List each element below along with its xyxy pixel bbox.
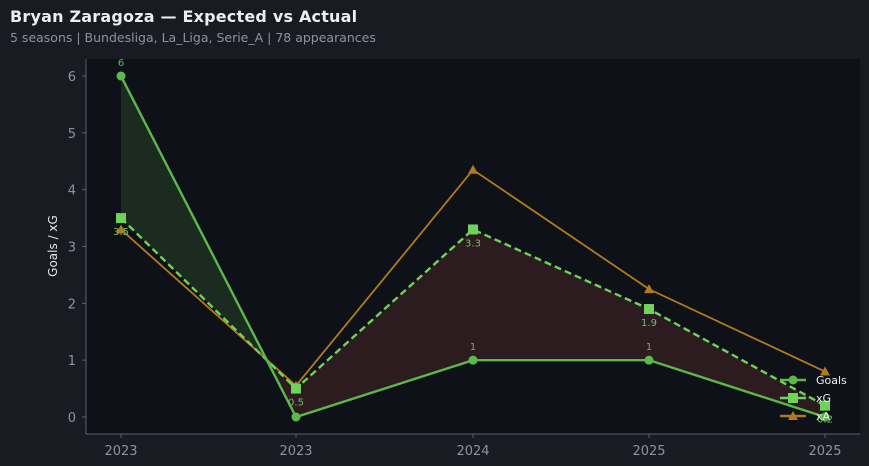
xa-triangle-marker	[644, 284, 654, 294]
xg-data-label: 3.5	[113, 227, 129, 238]
goals-data-label: 6	[118, 58, 124, 69]
x-tick-label: 2025	[808, 444, 841, 459]
goals-circle-marker	[468, 355, 478, 365]
xg-data-label: 3.3	[465, 238, 481, 249]
goals-data-label: 1	[470, 342, 476, 353]
x-tick-label: 2024	[456, 444, 489, 459]
goals-circle-marker	[644, 355, 654, 365]
goals-data-label: 1	[646, 342, 652, 353]
xa-triangle-marker	[820, 366, 830, 376]
underperform-fill	[473, 229, 649, 361]
x-tick-label: 2023	[104, 444, 137, 459]
legend-square-icon	[788, 393, 798, 403]
xg-square-marker	[116, 213, 126, 224]
x-tick-label: 2023	[279, 444, 312, 459]
underperform-fill	[296, 229, 473, 417]
chart-title: Bryan Zaragoza — Expected vs Actual	[10, 7, 358, 26]
y-tick-label: 6	[68, 70, 76, 85]
legend-label: xA	[816, 410, 831, 423]
y-tick-label: 3	[68, 241, 76, 256]
legend-circle-icon	[788, 375, 798, 385]
legend-label: Goals	[816, 374, 847, 387]
y-tick-label: 1	[68, 354, 76, 369]
xa-triangle-marker	[116, 224, 126, 234]
xg-data-label: 0.5	[288, 398, 304, 409]
y-tick-label: 4	[68, 184, 76, 199]
legend-label: xG	[816, 392, 831, 405]
x-tick-label: 2025	[632, 444, 665, 459]
y-tick-label: 2	[68, 297, 76, 312]
xa-triangle-marker	[468, 164, 478, 174]
goals-circle-marker	[116, 71, 126, 81]
goals-circle-marker	[291, 412, 301, 422]
xg-data-label: 1.9	[641, 318, 657, 329]
xg-line	[120, 217, 826, 407]
chart-subtitle: 5 seasons | Bundesliga, La_Liga, Serie_A…	[10, 30, 376, 45]
xg-square-marker	[291, 383, 301, 394]
y-axis-label: Goals / xG	[46, 215, 60, 277]
xg-square-marker	[820, 400, 830, 411]
underperform-fill	[649, 309, 825, 417]
y-tick-label: 5	[68, 127, 76, 142]
goals-circle-marker	[820, 412, 830, 422]
xg-square-marker	[644, 304, 654, 315]
xg-square-marker	[468, 224, 478, 235]
legend-triangle-icon	[788, 411, 798, 420]
xg-data-label: 0.2	[817, 415, 833, 426]
y-tick-label: 0	[68, 411, 76, 426]
